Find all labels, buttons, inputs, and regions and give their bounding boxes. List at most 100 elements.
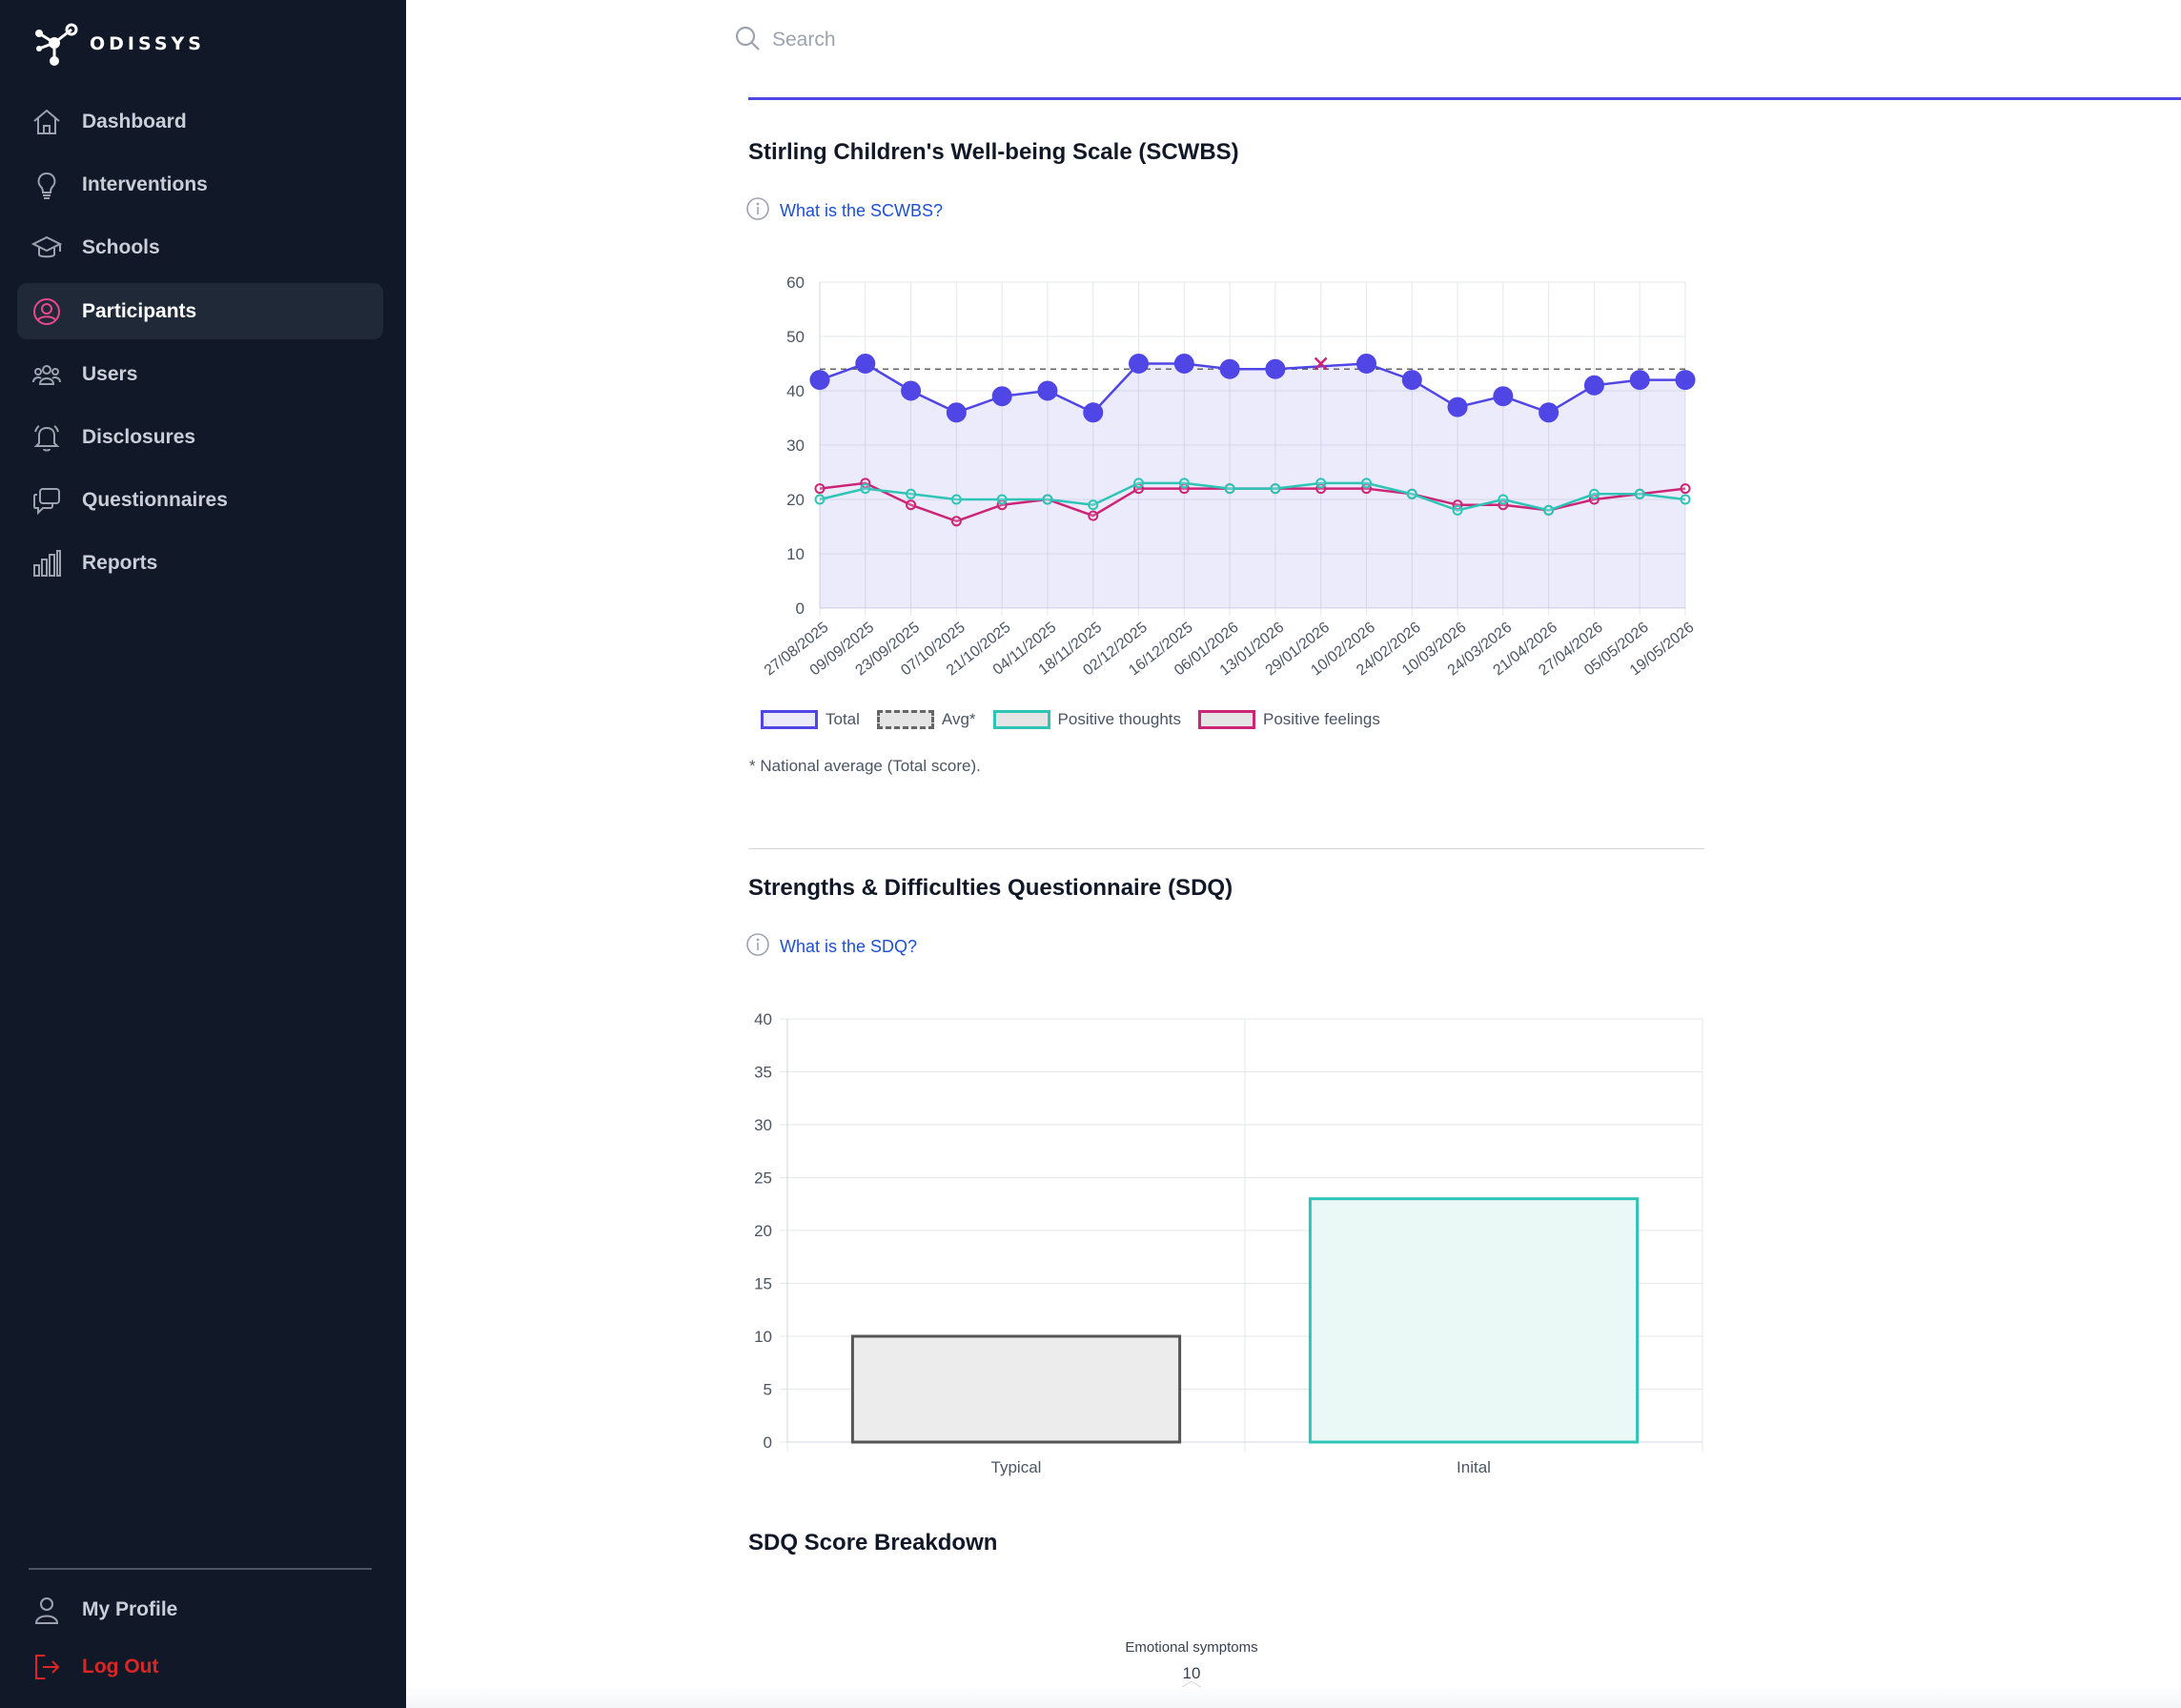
chat-bubbles-icon bbox=[31, 484, 63, 517]
y-tick-label: 20 bbox=[786, 491, 805, 509]
total-point bbox=[946, 402, 967, 423]
nav-item-participants[interactable]: Participants bbox=[17, 283, 383, 339]
sidebar: ODISSYS Dashboard Interventions Schools … bbox=[0, 0, 406, 1708]
y-tick-label: 20 bbox=[754, 1222, 772, 1240]
legend-swatch bbox=[1198, 710, 1255, 729]
search-bar bbox=[734, 23, 1306, 57]
positive-thoughts-point bbox=[1315, 478, 1327, 489]
positive-thoughts-point bbox=[1088, 499, 1099, 511]
total-point bbox=[1083, 402, 1104, 423]
nav-item-questionnaires[interactable]: Questionnaires bbox=[17, 472, 383, 528]
positive-thoughts-point bbox=[1224, 483, 1235, 495]
logout-icon bbox=[31, 1651, 63, 1683]
positive-feelings-point bbox=[950, 516, 962, 527]
legend-positive-thoughts[interactable]: Positive thoughts bbox=[992, 710, 1181, 729]
nav-item-disclosures[interactable]: Disclosures bbox=[17, 409, 383, 465]
positive-feelings-point bbox=[814, 483, 826, 495]
total-point bbox=[1675, 370, 1696, 391]
positive-thoughts-point bbox=[1498, 494, 1509, 505]
nav-label: Dashboard bbox=[82, 110, 187, 132]
y-tick-label: 10 bbox=[786, 545, 805, 563]
nav-label: Interventions bbox=[82, 173, 208, 195]
total-point bbox=[1493, 386, 1514, 407]
positive-thoughts-point bbox=[860, 483, 871, 495]
total-point bbox=[991, 386, 1012, 407]
top-rule bbox=[748, 97, 2181, 100]
positive-thoughts-point bbox=[1270, 483, 1281, 495]
nav-item-my-profile[interactable]: My Profile bbox=[17, 1581, 383, 1637]
total-point bbox=[1447, 396, 1468, 417]
nav-label: Reports bbox=[82, 551, 158, 574]
total-point bbox=[1173, 354, 1194, 374]
y-tick-label: 30 bbox=[754, 1116, 772, 1134]
nav-item-log-out[interactable]: Log Out bbox=[17, 1638, 383, 1695]
y-tick-label: 0 bbox=[796, 600, 805, 618]
nav-item-schools[interactable]: Schools bbox=[17, 219, 383, 275]
nav-item-interventions[interactable]: Interventions bbox=[17, 156, 383, 213]
y-tick-label: 30 bbox=[786, 437, 805, 455]
nav-label: Users bbox=[82, 362, 138, 385]
legend-label: Avg* bbox=[941, 710, 976, 728]
nav-item-reports[interactable]: Reports bbox=[17, 535, 383, 591]
total-point bbox=[1219, 358, 1240, 379]
y-tick-label: 40 bbox=[786, 382, 805, 400]
positive-thoughts-point bbox=[814, 494, 826, 505]
legend-avg[interactable]: Avg* bbox=[876, 710, 976, 729]
info-icon bbox=[745, 932, 770, 962]
y-tick-label: 40 bbox=[754, 1010, 772, 1028]
scwbs-info-link[interactable]: What is the SCWBS? bbox=[745, 196, 943, 226]
search-icon bbox=[734, 25, 761, 56]
y-tick-label: 10 bbox=[754, 1328, 772, 1346]
positive-thoughts-point bbox=[1680, 494, 1691, 505]
y-tick-label: 60 bbox=[786, 274, 805, 292]
sdq-info-link[interactable]: What is the SDQ? bbox=[745, 932, 917, 962]
bar-chart-icon bbox=[31, 547, 63, 580]
positive-feelings-point bbox=[1680, 483, 1691, 495]
bar bbox=[850, 1334, 1182, 1444]
users-icon bbox=[31, 358, 63, 391]
lightbulb-icon bbox=[31, 169, 63, 201]
nav-label: My Profile bbox=[82, 1597, 178, 1620]
positive-thoughts-point bbox=[1406, 488, 1417, 499]
total-point bbox=[901, 380, 922, 401]
bar bbox=[1308, 1197, 1640, 1444]
x-tick-label: Typical bbox=[991, 1458, 1042, 1476]
positive-thoughts-line bbox=[819, 481, 1686, 512]
brand-logo[interactable]: ODISSYS bbox=[31, 19, 205, 69]
legend-swatch bbox=[992, 710, 1050, 729]
total-point bbox=[809, 370, 830, 391]
legend-total[interactable]: Total bbox=[761, 710, 860, 729]
nav-item-dashboard[interactable]: Dashboard bbox=[17, 93, 383, 150]
legend-positive-feelings[interactable]: Positive feelings bbox=[1198, 710, 1380, 729]
legend-label: Positive feelings bbox=[1263, 710, 1380, 728]
y-tick-label: 5 bbox=[764, 1381, 772, 1399]
graduation-cap-icon bbox=[31, 232, 63, 264]
y-tick-label: 50 bbox=[786, 328, 805, 346]
brand-name: ODISSYS bbox=[90, 33, 205, 54]
radar-axis-value: 10 bbox=[1182, 1664, 1201, 1682]
molecule-logo-icon bbox=[35, 23, 78, 66]
nav-label: Questionnaires bbox=[82, 488, 228, 511]
legend-label: Positive thoughts bbox=[1057, 710, 1181, 728]
sdq-info-text: What is the SDQ? bbox=[780, 937, 918, 956]
user-circle-icon bbox=[31, 295, 63, 328]
positive-thoughts-point bbox=[1042, 494, 1053, 505]
legend-swatch bbox=[761, 710, 818, 729]
nav-label: Log Out bbox=[82, 1655, 159, 1678]
breakdown-title: SDQ Score Breakdown bbox=[748, 1530, 998, 1556]
y-tick-label: 15 bbox=[754, 1275, 772, 1293]
total-area bbox=[820, 363, 1685, 608]
radar-axis-label: Emotional symptoms bbox=[1125, 1639, 1258, 1656]
y-tick-label: 0 bbox=[764, 1434, 772, 1452]
total-point bbox=[1401, 370, 1422, 391]
positive-thoughts-point bbox=[1452, 504, 1463, 516]
legend-swatch bbox=[876, 710, 934, 729]
x-tick-label: Inital bbox=[1457, 1458, 1491, 1476]
search-input[interactable] bbox=[772, 29, 1268, 51]
nav-label: Participants bbox=[82, 299, 197, 322]
bell-icon bbox=[31, 421, 63, 454]
nav-item-users[interactable]: Users bbox=[17, 346, 383, 402]
user-icon bbox=[31, 1594, 63, 1626]
total-point bbox=[1539, 402, 1559, 423]
y-tick-label: 25 bbox=[754, 1169, 772, 1188]
